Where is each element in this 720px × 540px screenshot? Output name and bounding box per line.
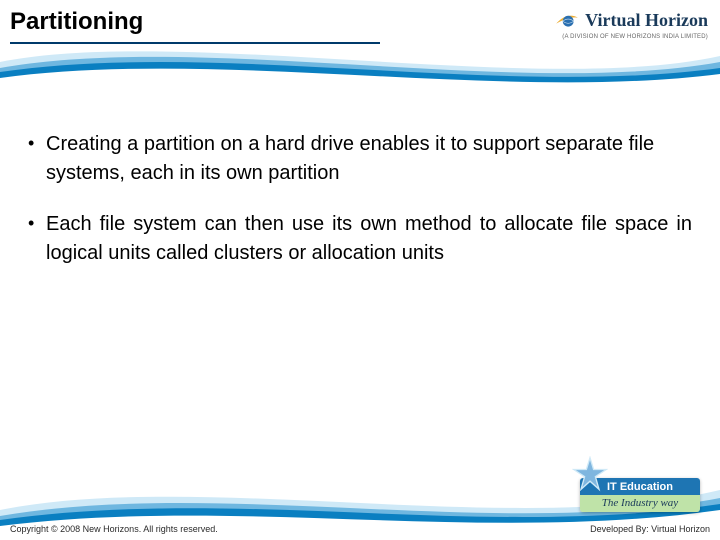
bullet-text: Creating a partition on a hard drive ena… bbox=[46, 130, 692, 188]
it-badge-bottom: The Industry way bbox=[580, 495, 700, 512]
list-item: • Creating a partition on a hard drive e… bbox=[28, 130, 692, 188]
it-education-badge: IT Education The Industry way bbox=[580, 478, 700, 512]
logo-text: Virtual Horizon bbox=[585, 10, 708, 31]
developed-by-text: Developed By: Virtual Horizon bbox=[590, 524, 710, 534]
globe-swoosh-icon bbox=[555, 8, 579, 32]
slide: Partitioning Virtual Horizon (A DIVISION… bbox=[0, 0, 720, 540]
bullet-text: Each file system can then use its own me… bbox=[46, 210, 692, 268]
logo: Virtual Horizon (A DIVISION OF NEW HORIZ… bbox=[555, 8, 708, 40]
star-icon bbox=[572, 456, 608, 492]
logo-subtext: (A DIVISION OF NEW HORIZONS INDIA LIMITE… bbox=[555, 34, 708, 40]
list-item: • Each file system can then use its own … bbox=[28, 210, 692, 268]
header-swoosh bbox=[0, 38, 720, 98]
content-area: • Creating a partition on a hard drive e… bbox=[28, 130, 692, 290]
bullet-dot-icon: • bbox=[28, 130, 46, 188]
page-title: Partitioning bbox=[10, 8, 143, 36]
copyright-text: Copyright © 2008 New Horizons. All right… bbox=[10, 524, 218, 534]
title-underline bbox=[10, 42, 380, 44]
bullet-dot-icon: • bbox=[28, 210, 46, 268]
